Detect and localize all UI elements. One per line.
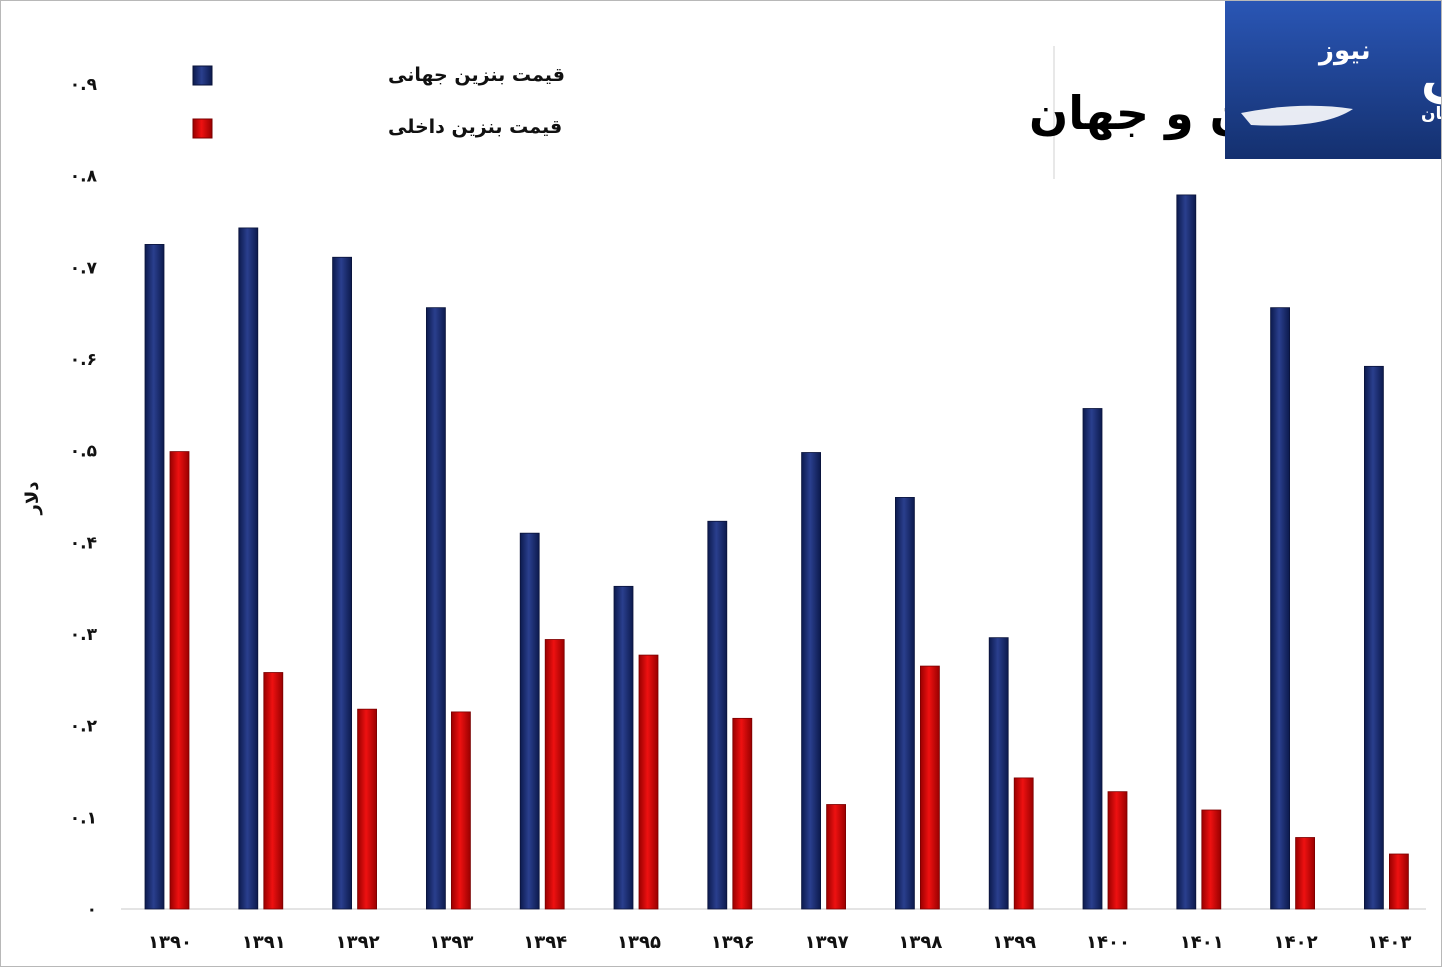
bar-world-1394 xyxy=(519,532,540,910)
bar-domestic-1403 xyxy=(1389,853,1409,910)
x-tick-label-1396: ۱۳۹۶ xyxy=(711,932,755,953)
bar-world-1398 xyxy=(895,497,915,910)
x-tick-label-1392: ۱۳۹۲ xyxy=(336,932,380,953)
bar-world-1397 xyxy=(801,452,821,910)
y-tick-label: ۰.۴ xyxy=(70,533,97,553)
legend-label-domestic: قیمت بنزین داخلی xyxy=(388,116,562,138)
x-tick-label-1403: ۱۴۰۳ xyxy=(1367,932,1411,953)
legend-swatch-world xyxy=(192,65,213,86)
bar-world-1396 xyxy=(707,520,728,910)
bar-domestic-1400 xyxy=(1107,791,1128,910)
x-tick-label-1402: ۱۴۰۲ xyxy=(1274,932,1318,953)
legend: قیمت بنزین جهانی قیمت بنزین داخلی xyxy=(192,64,565,139)
y-tick-label: ۰ xyxy=(87,900,97,920)
x-tick-label-1400: ۱۴۰۰ xyxy=(1086,932,1130,953)
x-tick-label-1390: ۱۳۹۰ xyxy=(148,932,192,953)
bar-domestic-1402 xyxy=(1295,837,1315,910)
y-tick-label: ۰.۳ xyxy=(70,625,98,645)
bar-world-1400 xyxy=(1082,408,1103,910)
bar-world-1391 xyxy=(238,227,259,910)
bar-domestic-1398 xyxy=(920,665,940,910)
bar-world-1392 xyxy=(332,256,353,910)
x-tick-label-1397: ۱۳۹۷ xyxy=(805,932,849,953)
logo-tiny-text: جهان xyxy=(1421,104,1441,124)
y-tick-label: ۰.۶ xyxy=(70,350,97,370)
bar-domestic-1399 xyxy=(1013,777,1034,910)
bar-domestic-1401 xyxy=(1201,809,1222,910)
bar-world-1402 xyxy=(1270,307,1290,910)
x-tick-label-1398: ۱۳۹۸ xyxy=(898,932,942,953)
bar-world-1390 xyxy=(144,244,165,910)
legend-swatch-domestic xyxy=(192,118,213,139)
x-tick-label-1399: ۱۳۹۹ xyxy=(992,932,1036,953)
y-tick-label: ۰.۱ xyxy=(70,808,97,828)
bar-world-1403 xyxy=(1364,365,1384,910)
x-tick-label-1395: ۱۳۹۵ xyxy=(617,932,661,953)
bar-domestic-1397 xyxy=(826,804,846,910)
x-tick-label-1401: ۱۴۰۱ xyxy=(1180,932,1224,953)
bar-domestic-1390 xyxy=(169,451,190,910)
bar-world-1393 xyxy=(425,307,446,910)
bar-domestic-1395 xyxy=(638,654,659,910)
bar-domestic-1393 xyxy=(450,711,471,910)
bar-domestic-1392 xyxy=(357,708,378,910)
y-axis-ticks: ۰ ۰.۱ ۰.۲ ۰.۳ ۰.۴ ۰.۵ ۰.۶ ۰.۷ ۰.۸ ۰.۹ xyxy=(70,75,98,920)
y-tick-label: ۰.۲ xyxy=(70,717,98,737)
legend-label-world: قیمت بنزین جهانی xyxy=(388,64,565,86)
y-axis-label: دلار xyxy=(22,481,43,515)
y-tick-label: ۰.۷ xyxy=(70,258,98,278)
y-tick-label: ۰.۹ xyxy=(70,75,98,95)
logo-main-text: صنعت xyxy=(1421,44,1441,119)
y-tick-label: ۰.۸ xyxy=(70,167,98,187)
logo: صنعت نیوز جهان xyxy=(1225,1,1441,159)
logo-background xyxy=(1225,1,1441,159)
y-tick-label: ۰.۵ xyxy=(70,442,97,462)
logo-sub-text: نیوز xyxy=(1317,36,1371,66)
x-tick-label-1391: ۱۳۹۱ xyxy=(242,932,286,953)
logo-swoosh xyxy=(1241,105,1353,126)
bars xyxy=(144,194,1409,910)
x-tick-label-1394: ۱۳۹۴ xyxy=(523,932,567,953)
bar-world-1401 xyxy=(1176,194,1197,910)
bar-world-1395 xyxy=(613,585,634,910)
x-tick-label-1393: ۱۳۹۳ xyxy=(429,932,473,953)
bar-domestic-1396 xyxy=(732,717,753,910)
bar-world-1399 xyxy=(988,637,1009,910)
x-axis-ticks: ۱۳۹۰ ۱۳۹۱ ۱۳۹۲ ۱۳۹۳ ۱۳۹۴ ۱۳۹۵ ۱۳۹۶ ۱۳۹۷ ۱۳۹۸ ۱۳۹۹… xyxy=(148,932,1411,953)
bar-domestic-1391 xyxy=(263,672,284,910)
bar-domestic-1394 xyxy=(544,639,565,910)
